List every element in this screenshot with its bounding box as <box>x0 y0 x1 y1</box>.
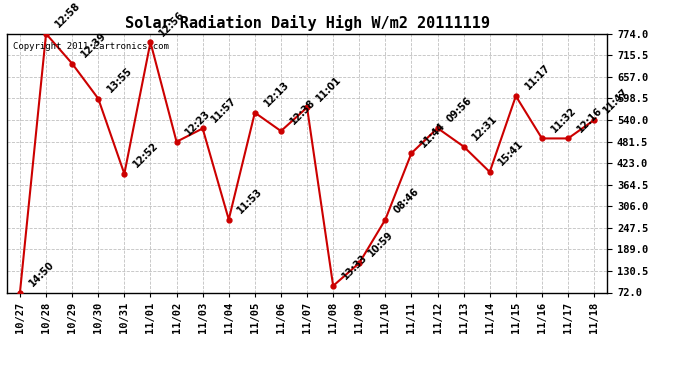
Text: 12:56: 12:56 <box>157 9 186 38</box>
Text: 11:17: 11:17 <box>523 63 552 92</box>
Text: Copyright 2011 Cartronics.com: Copyright 2011 Cartronics.com <box>13 42 169 51</box>
Text: 12:31: 12:31 <box>471 113 500 142</box>
Text: 11:57: 11:57 <box>210 95 239 124</box>
Text: 13:33: 13:33 <box>340 253 369 282</box>
Text: 10:59: 10:59 <box>366 230 395 259</box>
Text: 15:41: 15:41 <box>497 139 526 168</box>
Text: 12:52: 12:52 <box>131 141 160 170</box>
Text: 11:53: 11:53 <box>236 186 265 215</box>
Text: 12:13: 12:13 <box>262 80 290 108</box>
Title: Solar Radiation Daily High W/m2 20111119: Solar Radiation Daily High W/m2 20111119 <box>125 15 489 31</box>
Text: 12:58: 12:58 <box>53 0 82 30</box>
Text: 09:56: 09:56 <box>444 95 473 124</box>
Text: 11:32: 11:32 <box>549 105 578 134</box>
Text: 11:01: 11:01 <box>314 74 343 103</box>
Text: 14:50: 14:50 <box>27 260 56 288</box>
Text: 11:44: 11:44 <box>418 120 447 149</box>
Text: 12:39: 12:39 <box>79 30 108 60</box>
Text: 12:23: 12:23 <box>184 109 213 138</box>
Text: 08:46: 08:46 <box>393 186 422 215</box>
Text: 13:55: 13:55 <box>105 66 134 94</box>
Text: 12:38: 12:38 <box>288 98 317 127</box>
Text: 12:16: 12:16 <box>575 105 604 134</box>
Text: 11:47: 11:47 <box>601 87 630 116</box>
